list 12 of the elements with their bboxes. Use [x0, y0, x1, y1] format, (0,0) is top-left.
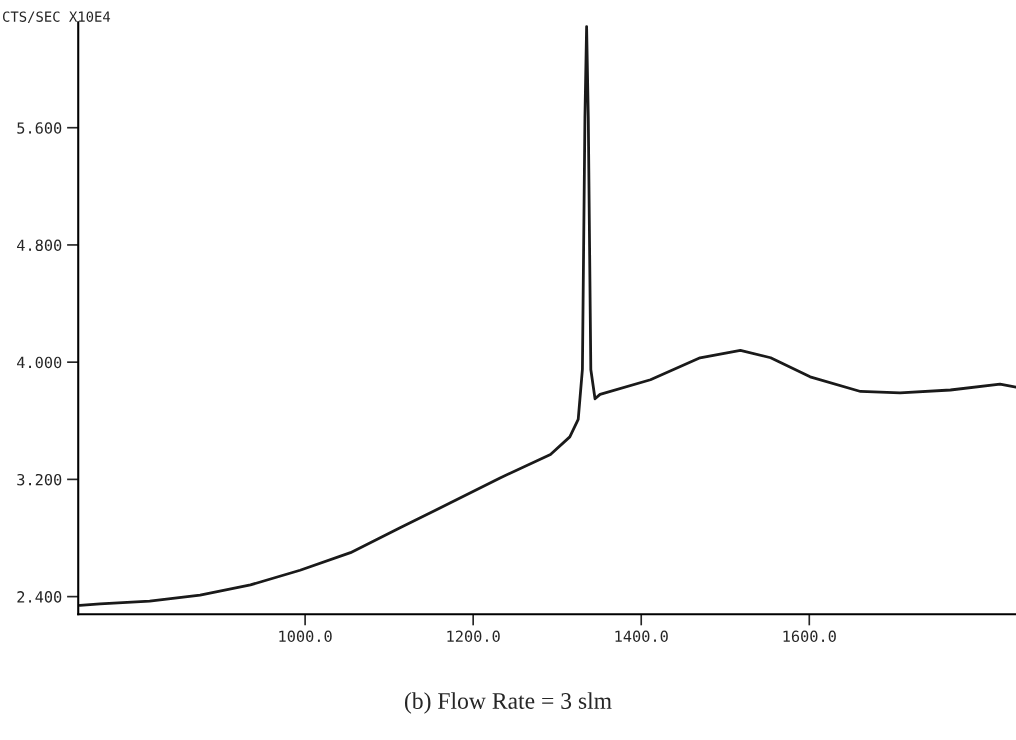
x-tick-label: 1200.0: [447, 630, 500, 643]
x-tick-label: 1000.0: [279, 630, 332, 643]
line-series: [78, 25, 1016, 607]
y-axis-title: CTS/SEC X10E4: [2, 11, 111, 24]
x-tick-label: 1400.0: [615, 630, 668, 643]
y-tick-label: 4.800: [17, 239, 62, 251]
text: (b) Flow Rate = 3 slm: [404, 692, 612, 714]
y-tick-label: 4.000: [17, 356, 62, 369]
y-tick-label: 3.200: [17, 473, 62, 486]
y-tick-label: 2.400: [17, 591, 62, 603]
x-tick-label: 1600.0: [783, 630, 836, 643]
y-tick-label: 5.600: [17, 122, 62, 134]
